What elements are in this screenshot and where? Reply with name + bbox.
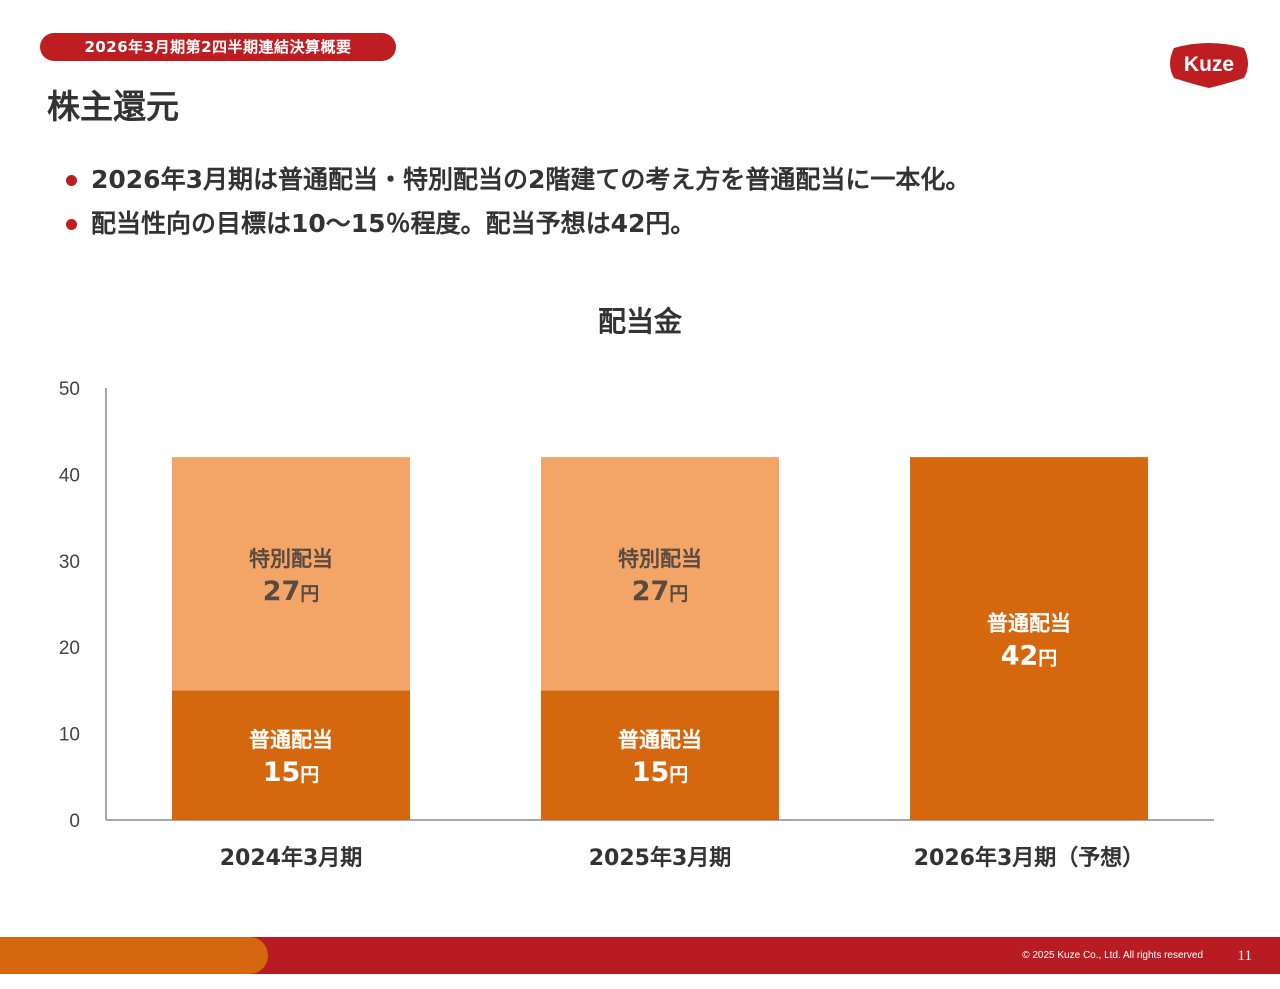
bar-segment — [541, 690, 779, 820]
y-tick-label: 40 — [59, 465, 80, 486]
bullet-text: 配当性向の目標は10〜15％程度。配当予想は42円。 — [91, 209, 696, 238]
bar-segment — [172, 457, 410, 691]
bullet-item: 配当性向の目標は10〜15％程度。配当予想は42円。 — [66, 202, 970, 246]
bullet-item: 2026年3月期は普通配当・特別配当の2階建ての考え方を普通配当に一本化。 — [66, 158, 970, 202]
page-title: 株主還元 — [47, 87, 179, 126]
data-label-value: 42円 — [1001, 641, 1058, 672]
footer-bar: © 2025 Kuze Co., Ltd. All rights reserve… — [0, 937, 1280, 974]
y-tick-label: 50 — [59, 379, 80, 400]
data-label-value: 15円 — [632, 757, 689, 788]
data-label-name: 普通配当 — [987, 612, 1071, 636]
bullet-list: 2026年3月期は普通配当・特別配当の2階建ての考え方を普通配当に一本化。 配当… — [66, 158, 970, 246]
y-tick-label: 0 — [69, 811, 80, 832]
section-badge: 2026年3月期第2四半期連結決算概要 — [40, 33, 396, 61]
data-label-value: 27円 — [632, 576, 689, 607]
bullet-dot-icon — [66, 218, 77, 230]
y-tick-label: 10 — [59, 725, 80, 746]
bullet-text: 2026年3月期は普通配当・特別配当の2階建ての考え方を普通配当に一本化。 — [91, 165, 971, 194]
footer-accent — [0, 937, 268, 974]
x-category-label: 2026年3月期（予想） — [914, 845, 1145, 871]
bar-segment — [541, 457, 779, 691]
bullet-dot-icon — [66, 174, 77, 186]
data-label-name: 普通配当 — [618, 728, 702, 752]
kuze-logo: Kuze — [1170, 43, 1248, 88]
y-tick-label: 30 — [59, 552, 80, 573]
dividend-bar-chart: 01020304050普通配当15円特別配当27円2024年3月期普通配当15円… — [59, 379, 1214, 871]
data-label-value: 27円 — [263, 576, 320, 607]
data-label-name: 特別配当 — [249, 547, 333, 571]
data-label-name: 普通配当 — [249, 728, 333, 752]
copyright-text: © 2025 Kuze Co., Ltd. All rights reserve… — [1022, 950, 1203, 961]
data-label-name: 特別配当 — [618, 547, 702, 571]
x-category-label: 2025年3月期 — [589, 845, 732, 871]
chart-title: 配当金 — [597, 305, 682, 338]
page-number: 11 — [1237, 948, 1252, 964]
bar-segment — [910, 457, 1148, 820]
logo-text: Kuze — [1184, 53, 1234, 76]
y-tick-label: 20 — [59, 638, 80, 659]
x-category-label: 2024年3月期 — [220, 845, 363, 871]
bar-segment — [172, 690, 410, 820]
data-label-value: 15円 — [263, 757, 320, 788]
